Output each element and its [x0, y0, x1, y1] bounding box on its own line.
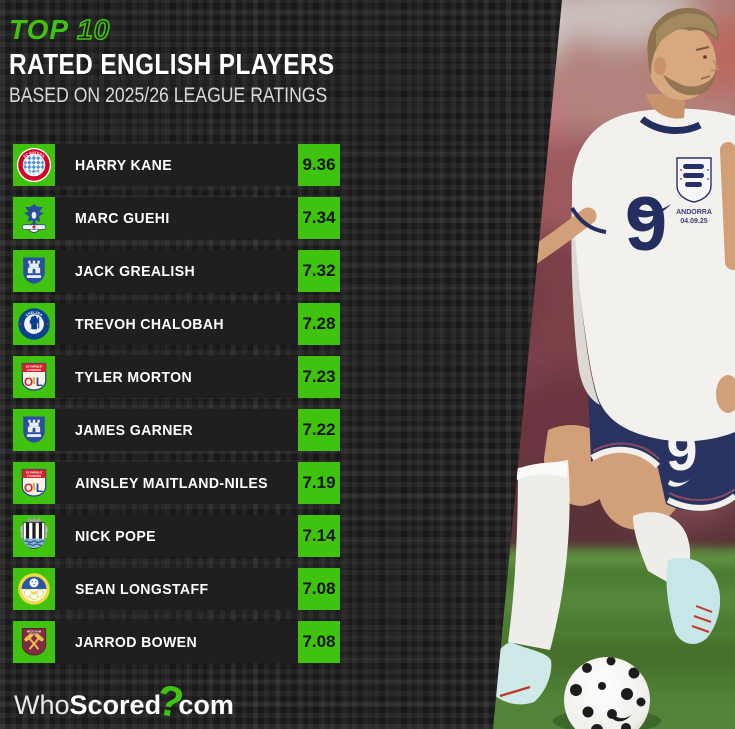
england-crest-icon [676, 157, 712, 203]
svg-text:OLYMPIQUE: OLYMPIQUE [26, 365, 42, 369]
top10-badge: TOP 10 [9, 14, 397, 45]
player-name: SEAN LONGSTAFF [75, 580, 209, 598]
club-badge-tile: FC BAYERN MÜNCHEN [13, 144, 55, 186]
svg-text:L: L [36, 376, 43, 389]
club-badge-crystal-palace-icon [21, 203, 47, 233]
logo-com: com [178, 690, 234, 720]
player-name: JACK GREALISH [75, 262, 196, 280]
club-badge-everton-icon [23, 257, 45, 284]
player-name: JARROD BOWEN [75, 633, 198, 651]
rating-badge: 7.23 [298, 356, 340, 398]
question-mark-icon: ? [153, 676, 188, 728]
player-name: TYLER MORTON [75, 368, 193, 386]
shirt-number: 9 [625, 182, 667, 267]
club-badge-chelsea-icon: CHELSEA [18, 308, 50, 340]
svg-text:CHELSEA: CHELSEA [25, 311, 44, 318]
club-badge-tile: OLYMPIQUE LYONNAIS O L [13, 462, 55, 504]
player-row-2: MARC GUEHI 7.34 [13, 197, 340, 239]
player-name: MARC GUEHI [75, 209, 170, 227]
club-badge-newcastle-icon [20, 518, 48, 549]
rating-badge: 7.08 [298, 568, 340, 610]
rating-badge: 7.19 [298, 462, 340, 504]
player-row-6: JAMES GARNER 7.22 [13, 409, 340, 451]
player-row-9: SEAN LONGSTAFF 7.08 [13, 568, 340, 610]
club-badge-lyon-icon: OLYMPIQUE LYONNAIS O L [21, 468, 47, 497]
club-badge-tile: OLYMPIQUE LYONNAIS O L [13, 356, 55, 398]
svg-text:UNITED: UNITED [29, 632, 39, 636]
rating-badge: 7.22 [298, 409, 340, 451]
rating-badge: 7.28 [298, 303, 340, 345]
rating-badge: 9.36 [298, 144, 340, 186]
club-badge-west-ham-icon: WEST HAM UNITED [21, 628, 47, 656]
rating-badge: 7.14 [298, 515, 340, 557]
club-badge-tile: CHELSEA [13, 303, 55, 345]
football [553, 657, 661, 729]
page-title: RATED ENGLISH PLAYERS [9, 49, 335, 81]
player-name: AINSLEY MAITLAND-NILES [75, 474, 268, 492]
club-badge-bayern-munich-icon: FC BAYERN MÜNCHEN [16, 147, 52, 183]
player-row-5: OLYMPIQUE LYONNAIS O L TYLER MORTON 7.23 [13, 356, 340, 398]
player-row-1: FC BAYERN MÜNCHEN HARRY KANE 9.36 [13, 144, 340, 186]
player-name: JAMES GARNER [75, 421, 194, 439]
svg-text:O: O [24, 482, 33, 495]
logo-who: Who [14, 690, 70, 720]
player-name: NICK POPE [75, 527, 156, 545]
page-subtitle: BASED ON 2025/26 LEAGUE RATINGS [9, 84, 328, 107]
player-row-7: OLYMPIQUE LYONNAIS O L AINSLEY MAITLAND-… [13, 462, 340, 504]
rating-badge: 7.08 [298, 621, 340, 663]
rating-badge: 7.32 [298, 250, 340, 292]
player-list: FC BAYERN MÜNCHEN HARRY KANE 9.36 [13, 144, 340, 674]
club-badge-everton-icon [23, 416, 45, 443]
svg-text:O: O [24, 376, 33, 389]
svg-text:MÜNCHEN: MÜNCHEN [25, 169, 43, 176]
club-badge-tile [13, 409, 55, 451]
shirt-match-text-2: 04.09.25 [680, 218, 707, 225]
club-badge-tile [13, 250, 55, 292]
club-badge-tile [13, 197, 55, 239]
svg-text:OLYMPIQUE: OLYMPIQUE [26, 471, 42, 475]
player-figure: 9 [490, 7, 735, 705]
svg-text:LYONNAIS: LYONNAIS [27, 474, 41, 478]
club-badge-lyon-icon: OLYMPIQUE LYONNAIS O L [21, 362, 47, 391]
club-badge-tile: WEST HAM UNITED [13, 621, 55, 663]
club-badge-tile [13, 515, 55, 557]
club-badge-tile [13, 568, 55, 610]
shirt-match-text-1: ANDORRA [676, 209, 712, 216]
svg-text:LYONNAIS: LYONNAIS [27, 368, 41, 372]
svg-text:WEST HAM: WEST HAM [27, 629, 41, 633]
top-number: 10 [76, 14, 111, 45]
svg-text:L: L [36, 482, 43, 495]
nike-swoosh-icon [633, 204, 671, 218]
logo-scored: Scored [69, 690, 162, 720]
top-word: TOP [9, 14, 70, 45]
header: TOP 10 RATED ENGLISH PLAYERS BASED ON 202… [9, 14, 397, 107]
player-row-10: WEST HAM UNITED JARROD BOWEN 7.08 [13, 621, 340, 663]
player-name: TREVOH CHALOBAH [75, 315, 224, 333]
player-row-4: CHELSEA TREVOH CHALOBAH 7.28 [13, 303, 340, 345]
whoscored-logo: WhoScored?com [14, 676, 234, 728]
player-row-3: JACK GREALISH 7.32 [13, 250, 340, 292]
player-name: HARRY KANE [75, 156, 172, 174]
club-badge-leeds-icon [18, 573, 50, 605]
rating-badge: 7.34 [298, 197, 340, 239]
player-row-8: NICK POPE 7.14 [13, 515, 340, 557]
